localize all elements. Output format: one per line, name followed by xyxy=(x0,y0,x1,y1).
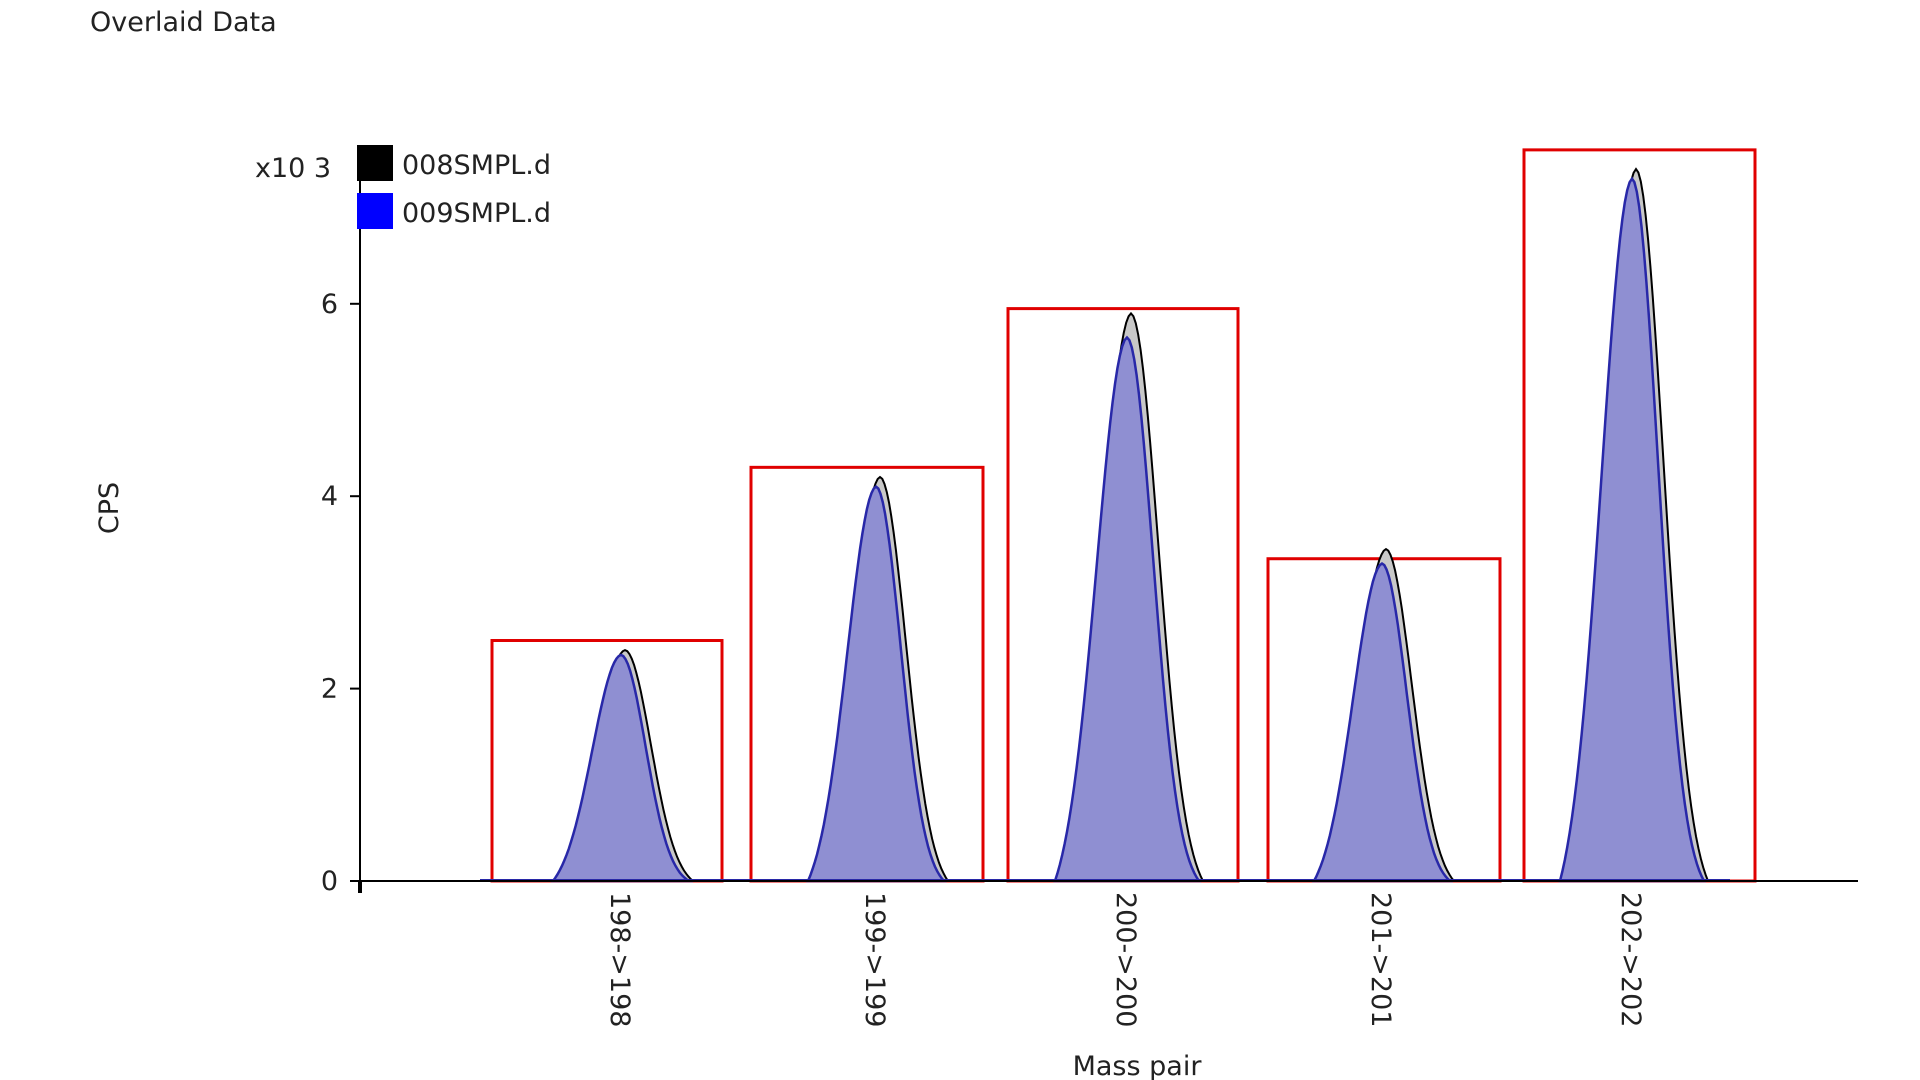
peak-area-009SMPL xyxy=(806,484,947,883)
chart-title: Overlaid Data xyxy=(90,7,277,38)
y-tick-label: 6 xyxy=(321,289,338,320)
peak-areas xyxy=(480,167,1730,883)
peak-area-009SMPL xyxy=(1311,561,1454,883)
legend: 008SMPL.d 009SMPL.d xyxy=(357,145,551,229)
y-axis-ticks: 0 2 4 6 xyxy=(321,289,360,897)
x-axis-ticks: 198->198 199->199 200->200 201->201 202->202 xyxy=(604,892,1646,1027)
legend-swatch xyxy=(357,193,393,229)
x-tick-label: 198->198 xyxy=(604,892,635,1027)
peak-area-009SMPL xyxy=(1053,335,1202,883)
y-axis-label: CPS xyxy=(94,482,125,534)
x-axis-label: Mass pair xyxy=(1073,1051,1203,1080)
legend-swatch xyxy=(357,145,393,181)
legend-entry-label: 008SMPL.d xyxy=(402,150,551,181)
x-tick-label: 200->200 xyxy=(1110,892,1141,1027)
peak-area-009SMPL xyxy=(550,653,694,883)
x-tick-label: 199->199 xyxy=(859,892,890,1027)
legend-entry-label: 009SMPL.d xyxy=(402,198,551,229)
peak-area-009SMPL xyxy=(1558,176,1707,883)
axes xyxy=(358,150,1858,893)
x-tick-label: 201->201 xyxy=(1365,892,1396,1027)
y-tick-label: 4 xyxy=(321,481,338,512)
y-tick-label: 0 xyxy=(321,866,338,897)
y-axis-multiplier: x10 3 xyxy=(255,153,331,184)
x-tick-label: 202->202 xyxy=(1615,892,1646,1027)
y-tick-label: 2 xyxy=(321,674,338,705)
